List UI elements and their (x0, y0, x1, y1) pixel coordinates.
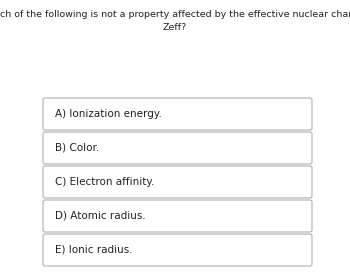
FancyBboxPatch shape (43, 234, 312, 266)
FancyBboxPatch shape (43, 98, 312, 130)
Text: E) Ionic radius.: E) Ionic radius. (55, 245, 133, 255)
Text: A) Ionization energy.: A) Ionization energy. (55, 109, 162, 119)
FancyBboxPatch shape (43, 132, 312, 164)
Text: B) Color.: B) Color. (55, 143, 99, 153)
FancyBboxPatch shape (43, 166, 312, 198)
FancyBboxPatch shape (43, 200, 312, 232)
Text: Which of the following is not a property affected by the effective nuclear charg: Which of the following is not a property… (0, 10, 350, 32)
Text: D) Atomic radius.: D) Atomic radius. (55, 211, 146, 221)
Text: C) Electron affinity.: C) Electron affinity. (55, 177, 154, 187)
